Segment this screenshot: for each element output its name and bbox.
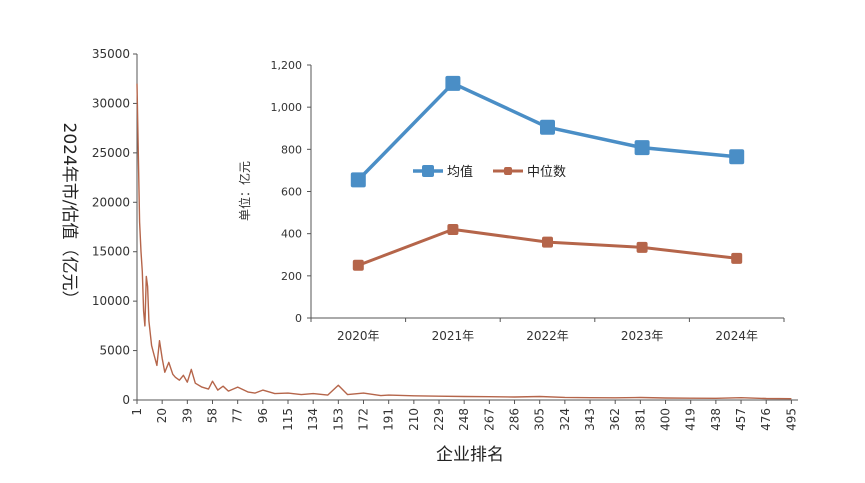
y-tick-label: 10000 (92, 294, 130, 308)
inset-chart: 0 200 400 600 800 1,000 1,200 2020年 2021年 2022年 20… (237, 59, 785, 343)
inset-x-tick-label: 2023年 (621, 329, 664, 343)
inset-x-tick-label: 2024年 (715, 329, 758, 343)
inset-point-marker (634, 140, 650, 156)
legend-marker (422, 165, 434, 177)
inset-y-tick-label: 600 (281, 186, 302, 199)
x-tick-label: 476 (759, 408, 773, 431)
x-tick-label: 96 (256, 408, 270, 423)
y-tick-label: 30000 (92, 96, 130, 110)
y-tick-label: 20000 (92, 195, 130, 209)
x-tick-label: 400 (659, 408, 673, 431)
y-tick-label: 0 (122, 393, 130, 407)
x-tick-label: 495 (784, 408, 798, 431)
x-tick-label: 419 (684, 408, 698, 431)
x-tick-label: 115 (281, 408, 295, 431)
inset-point-marker (540, 119, 555, 135)
x-tick-label: 248 (457, 408, 471, 431)
x-tick-label: 172 (357, 408, 371, 431)
x-tick-label: 229 (432, 408, 446, 431)
inset-point-marker (352, 259, 364, 271)
x-tick-label: 267 (482, 408, 496, 431)
legend-label: 均值 (447, 164, 473, 180)
y-tick-label: 5000 (99, 344, 130, 358)
inset-x-tick-label: 2020年 (337, 329, 380, 343)
inset-point-marker (447, 223, 459, 235)
x-tick-label: 362 (608, 408, 622, 431)
x-tick-label: 210 (407, 408, 421, 431)
main-chart: 0 5000 10000 15000 20000 25000 30000 35000 1 20 39… (59, 47, 798, 465)
inset-y-tick-label: 400 (281, 228, 302, 241)
x-tick-label: 381 (633, 408, 647, 431)
x-tick-label: 191 (382, 408, 396, 431)
inset-y-tick-label: 800 (281, 143, 302, 156)
y-tick-label: 25000 (92, 146, 130, 160)
inset-point-marker (731, 252, 743, 264)
inset-x-tick-label: 2022年 (526, 329, 569, 343)
x-tick-label: 457 (734, 408, 748, 431)
x-tick-label: 1 (130, 408, 144, 416)
inset-y-axis-title: 单位：亿元 (237, 161, 252, 221)
x-tick-label: 39 (180, 408, 194, 423)
inset-y-tick-label: 1,200 (271, 59, 303, 72)
inset-point-marker (542, 236, 553, 248)
x-tick-label: 134 (306, 408, 320, 431)
inset-y-tick-label: 0 (295, 312, 302, 325)
x-tick-label: 324 (558, 408, 572, 431)
x-tick-label: 305 (533, 408, 547, 431)
inset-x-tick-label: 2021年 (432, 329, 475, 343)
x-tick-label: 20 (155, 408, 169, 423)
x-tick-label: 153 (331, 408, 345, 431)
x-tick-label: 58 (206, 408, 220, 423)
inset-point-marker (636, 241, 648, 253)
inset-point-marker (350, 172, 366, 188)
inset-point-marker (729, 149, 745, 165)
series-line (136, 83, 792, 400)
legend-label: 中位数 (527, 165, 566, 180)
y-tick-label: 35000 (92, 47, 130, 61)
inset-y-tick-label: 200 (281, 270, 302, 283)
y-tick-label: 15000 (92, 245, 130, 259)
x-tick-label: 343 (583, 408, 597, 431)
inset-point-marker (445, 75, 461, 91)
legend-marker (504, 167, 512, 175)
inset-y-tick-label: 1,000 (271, 101, 303, 114)
x-axis-title: 企业排名 (436, 445, 504, 465)
x-tick-label: 77 (231, 408, 245, 423)
x-tick-label: 438 (709, 408, 723, 431)
x-tick-label: 286 (508, 408, 522, 431)
y-axis-title: 2024年市/估值（亿元） (59, 123, 79, 308)
